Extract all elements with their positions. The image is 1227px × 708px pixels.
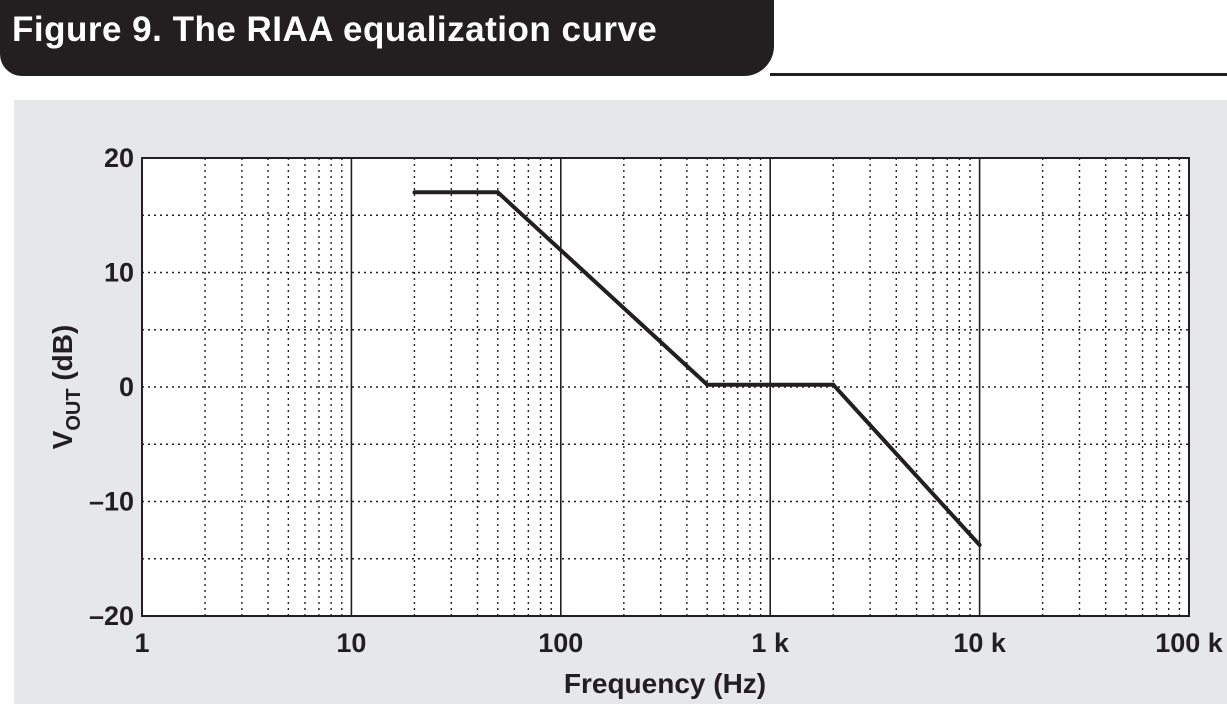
y-axis-label-unit: (dB) xyxy=(47,325,78,389)
x-tick-label: 10 k xyxy=(953,628,1007,658)
curve-point xyxy=(977,543,982,548)
y-tick-label: 10 xyxy=(104,258,134,288)
figure-title-bar: Figure 9. The RIAA equalization curve xyxy=(0,0,774,76)
plot-panel: 1 10 100 1 k 10 k 100 k 20 10 0 –10 –20 Frequency… xyxy=(14,100,1227,704)
x-tick-label: 100 xyxy=(538,628,583,658)
y-tick-label: –20 xyxy=(89,601,134,631)
y-tick-label: 20 xyxy=(104,143,134,173)
y-axis-label-sub: OUT xyxy=(63,388,85,430)
grid-lines xyxy=(142,158,1189,616)
x-tick-label: 1 xyxy=(134,628,149,658)
curve-point xyxy=(412,190,417,195)
y-tick-labels: 20 10 0 –10 –20 xyxy=(89,143,134,631)
y-axis-label-main: V xyxy=(47,430,78,449)
x-tick-label: 1 k xyxy=(751,628,790,658)
curve-points xyxy=(412,190,982,548)
curve-point xyxy=(705,382,710,387)
x-tick-label: 100 k xyxy=(1155,628,1224,658)
plot-frame xyxy=(141,157,1190,617)
title-rule xyxy=(770,73,1227,76)
x-tick-labels: 1 10 100 1 k 10 k 100 k xyxy=(134,628,1223,658)
curve-point xyxy=(495,190,500,195)
x-tick-label: 10 xyxy=(336,628,366,658)
y-axis-label: VOUT (dB) xyxy=(47,325,85,450)
y-tick-label: 0 xyxy=(119,372,134,402)
x-axis-label: Frequency (Hz) xyxy=(564,668,766,699)
curve-point xyxy=(831,382,836,387)
figure-title: Figure 9. The RIAA equalization curve xyxy=(12,10,658,49)
y-tick-label: –10 xyxy=(89,487,134,517)
